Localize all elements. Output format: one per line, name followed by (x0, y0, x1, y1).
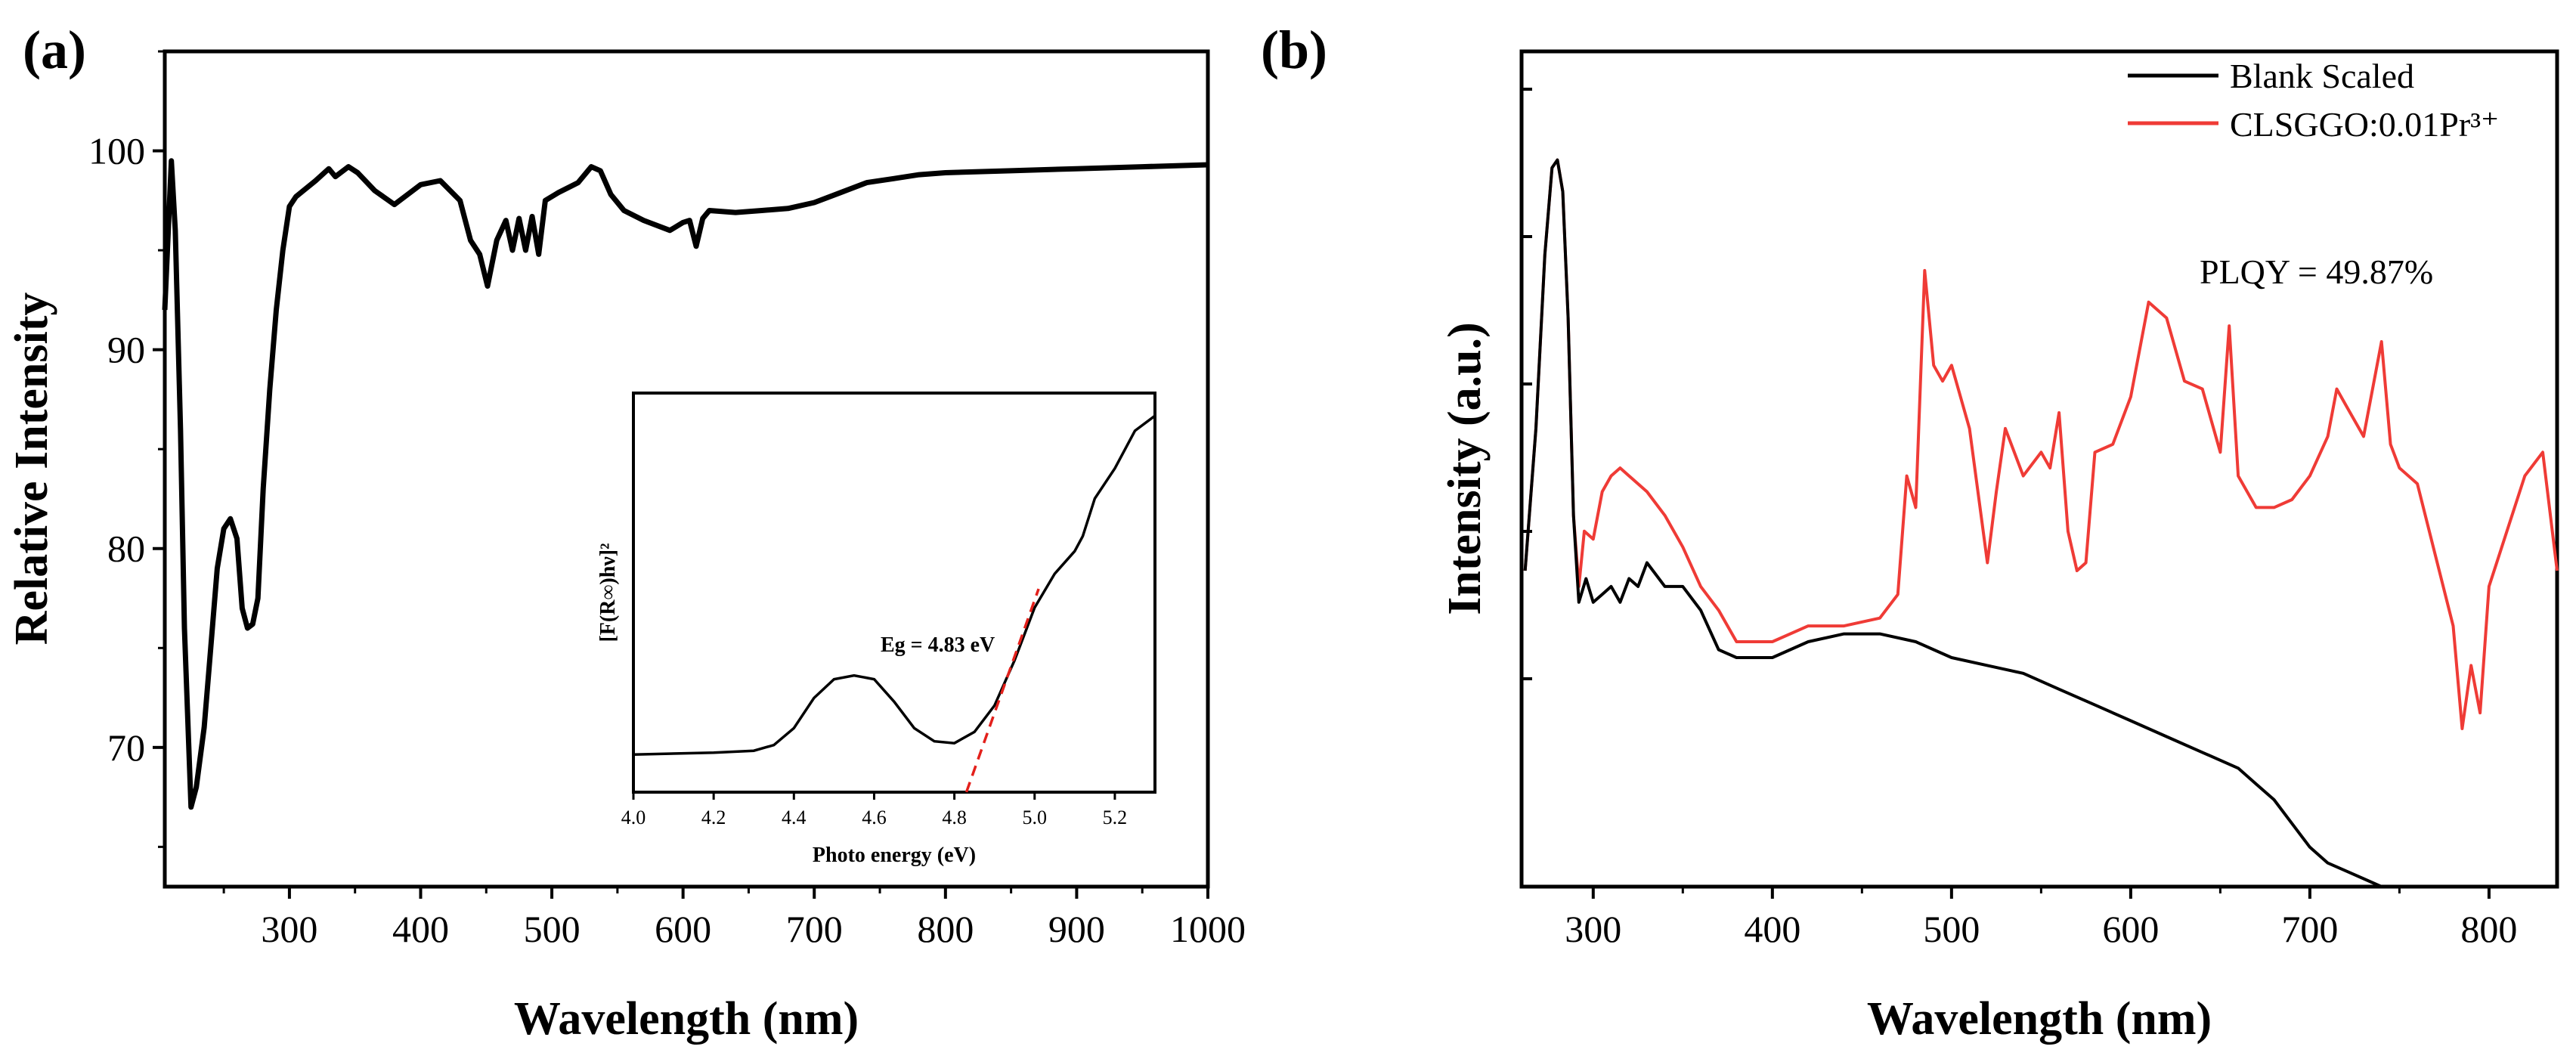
inset-x-ticks: 4.0 4.2 4.4 4.6 4.8 5.0 5.2 (621, 792, 1127, 828)
panel-b-plqy-annotation: PLQY = 49.87% (2200, 252, 2433, 291)
panel-a-label: (a) (23, 20, 86, 80)
x-tick-label-800: 800 (2460, 908, 2517, 950)
x-tick-label-1000: 1000 (1170, 908, 1246, 950)
panel-a-x-axis-label: Wavelength (nm) (514, 993, 859, 1045)
panel-b-x-ticks: 300 400 500 600 700 800 (1565, 887, 2517, 950)
panel-a: (a) 300 400 500 600 700 800 900 1000 708090100 … (6, 20, 1246, 1045)
panel-b: (b) 300 400 500 600 700 800 Wavelength (nm) I… (1261, 20, 2559, 1045)
x-tick-label-500: 500 (524, 908, 581, 950)
panel-b-y-ticks (1522, 88, 1532, 680)
x-tick-label-300: 300 (1565, 908, 1621, 950)
x-tick-label-800: 800 (917, 908, 974, 950)
panel-a-x-ticks: 300 400 500 600 700 800 900 1000 (222, 887, 1246, 950)
x-tick-label-400: 400 (392, 908, 449, 950)
inset-band-gap-annotation: Eg = 4.83 eV (881, 633, 995, 657)
x-tick-label-700: 700 (786, 908, 843, 950)
x-tick-label-600: 600 (2102, 908, 2159, 950)
inset-curve (633, 414, 1156, 756)
panel-b-legend: Blank Scaled CLSGGO:0.01Pr³⁺ (2128, 57, 2499, 144)
y-tick-label-100: 100 (88, 130, 145, 172)
inset-fit-line (964, 588, 1040, 793)
y-tick-label-80: 80 (107, 528, 145, 570)
inset-x-tick-label: 4.2 (701, 807, 726, 828)
panel-a-y-axis-label: Relative Intensity (6, 293, 57, 646)
inset-y-axis-label: [F(R∞)hν]² (596, 543, 620, 642)
inset-frame (632, 392, 1156, 794)
legend-label-blank: Blank Scaled (2230, 57, 2414, 95)
x-tick-label-600: 600 (655, 908, 711, 950)
legend-label-sample: CLSGGO:0.01Pr³⁺ (2230, 105, 2499, 144)
inset-x-tick-label: 4.8 (942, 807, 967, 828)
panel-a-reflectance-line (162, 158, 1209, 810)
panel-b-y-axis-label: Intensity (a.u.) (1439, 322, 1491, 615)
x-tick-label-900: 900 (1048, 908, 1105, 950)
inset-x-tick-label: 5.0 (1023, 807, 1048, 828)
panel-b-label: (b) (1261, 20, 1327, 80)
x-tick-label-300: 300 (261, 908, 317, 950)
panel-b-blank-line (1523, 158, 2382, 888)
x-tick-label-700: 700 (2281, 908, 2338, 950)
panel-b-plot-frame (1519, 49, 2559, 889)
y-tick-label-90: 90 (107, 329, 145, 371)
inset-x-tick-label: 4.6 (862, 807, 887, 828)
panel-b-x-axis-label: Wavelength (nm) (1867, 993, 2212, 1045)
inset-x-axis-label: Photo energy (eV) (813, 844, 976, 867)
x-tick-label-500: 500 (1923, 908, 1980, 950)
panel-a-y-ticks: 70 80 90 100 (88, 50, 165, 848)
panel-b-sample-line (1523, 158, 2559, 730)
panel-a-plot-frame (163, 49, 1210, 889)
inset-x-tick-label: 5.2 (1103, 807, 1128, 828)
x-tick-label-400: 400 (1744, 908, 1800, 950)
panel-a-inset: 4.0 4.2 4.4 4.6 4.8 5.0 5.2 Photo energy (eV) … (596, 392, 1156, 867)
y-tick-label-70: 70 (107, 726, 145, 769)
inset-x-tick-label: 4.0 (621, 807, 646, 828)
inset-x-tick-label: 4.4 (782, 807, 807, 828)
